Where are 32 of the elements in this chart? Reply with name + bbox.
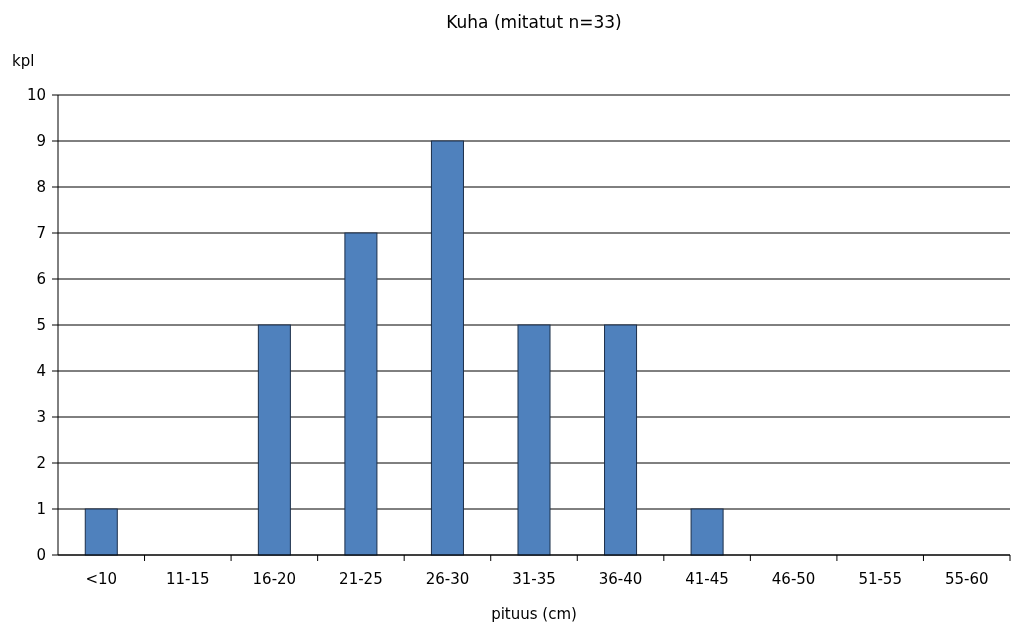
x-tick-label: 55-60 [944,570,989,588]
x-tick-label: 31-35 [512,570,556,588]
bar [604,324,638,556]
x-tick-label: 46-50 [771,570,816,588]
x-tick-label: 41-45 [685,570,729,588]
y-tick-label: 7 [36,224,46,243]
x-axis-title: pituus (cm) [491,605,577,623]
y-tick-label: 2 [36,454,46,473]
x-tick-label: 11-15 [166,570,210,588]
bar [690,508,724,556]
y-tick-label: 1 [36,500,46,519]
bar [517,324,551,556]
y-tick-label: 8 [36,178,46,197]
x-tick-label: 51-55 [858,570,902,588]
y-tick-label: 6 [36,270,46,289]
bar [257,324,291,556]
bar [84,508,118,556]
bar [430,140,464,556]
x-tick-label: 36-40 [598,570,643,588]
x-tick-label: 21-25 [339,570,383,588]
chart-title: Kuha (mitatut n=33) [446,12,622,32]
y-tick-label: 4 [36,362,46,381]
y-axis-title: kpl [12,52,35,70]
bar [344,232,378,556]
y-tick-label: 5 [36,316,46,335]
y-tick-label: 3 [36,408,46,427]
x-tick-label: 16-20 [252,570,297,588]
y-tick-label: 10 [26,86,46,105]
y-tick-label: 9 [36,132,46,151]
x-tick-label: 26-30 [425,570,470,588]
y-tick-label: 0 [36,546,46,565]
x-tick-label: <10 [85,570,118,588]
